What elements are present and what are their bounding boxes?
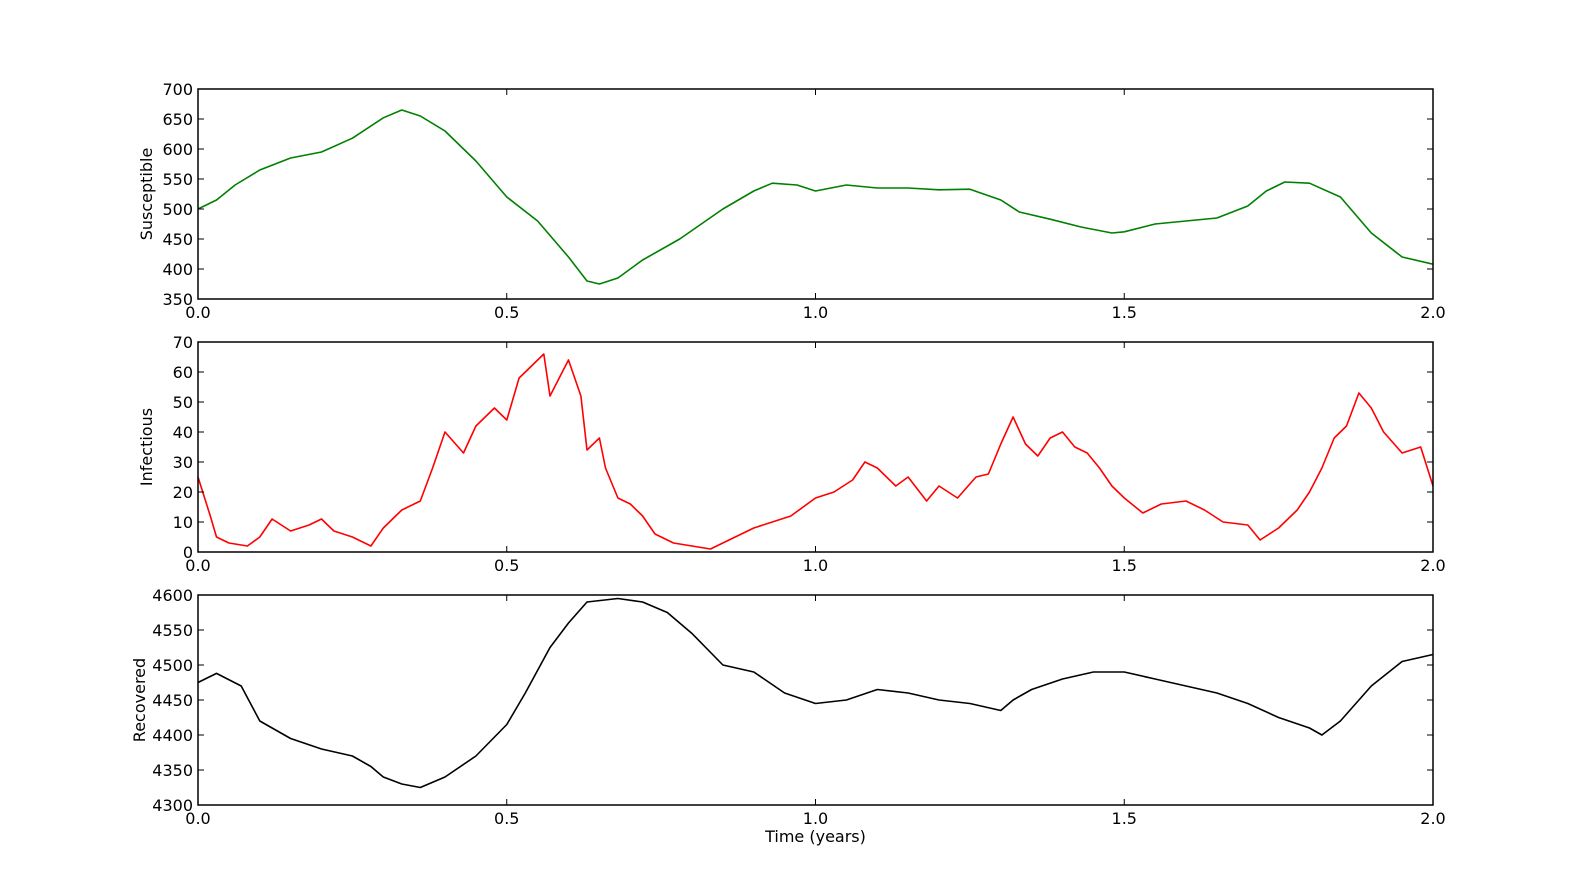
recovered-y-axis-label: Recovered	[130, 658, 149, 742]
y-tick-label: 4550	[152, 621, 193, 640]
y-tick-label: 650	[162, 110, 193, 129]
y-tick-label: 500	[162, 200, 193, 219]
y-tick-label: 0	[183, 543, 193, 562]
x-tick-label: 0.0	[185, 556, 210, 575]
y-tick-label: 700	[162, 80, 193, 99]
y-tick-label: 30	[173, 453, 193, 472]
recovered-panel: 0.0 0.5 1.0 1.5 2.0 4300 4350 4400 4450 4500 4550 4…	[130, 586, 1446, 846]
y-tick-label: 40	[173, 423, 193, 442]
y-tick-label: 4600	[152, 586, 193, 605]
x-tick-label: 1.5	[1112, 303, 1137, 322]
x-tick-label: 2.0	[1420, 303, 1445, 322]
x-tick-label: 2.0	[1420, 809, 1445, 828]
x-tick-label: 0.5	[494, 303, 519, 322]
x-tick-label: 0.5	[494, 556, 519, 575]
susceptible-series-line	[197, 109, 1434, 285]
y-tick-label: 350	[162, 290, 193, 309]
susceptible-panel: 0.0 0.5 1.0 1.5 2.0 350 400 450 500 550 600 650 700 S…	[137, 80, 1446, 322]
x-tick-label: 1.0	[803, 556, 828, 575]
infectious-series-line	[197, 353, 1434, 550]
x-tick-label: 1.5	[1112, 809, 1137, 828]
x-tick-label: 0.0	[185, 809, 210, 828]
x-axis-label: Time (years)	[764, 827, 866, 846]
y-tick-label: 4300	[152, 796, 193, 815]
y-tick-label: 20	[173, 483, 193, 502]
recovered-series-line	[197, 597, 1434, 789]
y-tick-label: 70	[173, 333, 193, 352]
x-tick-label: 1.0	[803, 303, 828, 322]
susceptible-axes-frame	[197, 88, 1434, 300]
y-tick-label: 600	[162, 140, 193, 159]
infectious-axes-frame	[197, 341, 1434, 553]
y-tick-label: 50	[173, 393, 193, 412]
y-tick-label: 10	[173, 513, 193, 532]
y-tick-label: 550	[162, 170, 193, 189]
y-tick-label: 450	[162, 230, 193, 249]
y-tick-label: 4500	[152, 656, 193, 675]
x-tick-label: 2.0	[1420, 556, 1445, 575]
recovered-axes-frame	[197, 594, 1434, 806]
x-tick-label: 0.0	[185, 303, 210, 322]
susceptible-y-axis-label: Susceptible	[137, 148, 156, 241]
y-tick-label: 4350	[152, 761, 193, 780]
x-tick-label: 0.5	[494, 809, 519, 828]
y-tick-label: 4450	[152, 691, 193, 710]
y-tick-label: 60	[173, 363, 193, 382]
x-tick-label: 1.5	[1112, 556, 1137, 575]
infectious-y-axis-label: Infectious	[137, 408, 156, 486]
infectious-panel: 0.0 0.5 1.0 1.5 2.0 0 10 20 30 40 50 60 70 Infectious	[137, 333, 1446, 575]
x-tick-label: 1.0	[803, 809, 828, 828]
y-tick-label: 4400	[152, 726, 193, 745]
y-tick-label: 400	[162, 260, 193, 279]
